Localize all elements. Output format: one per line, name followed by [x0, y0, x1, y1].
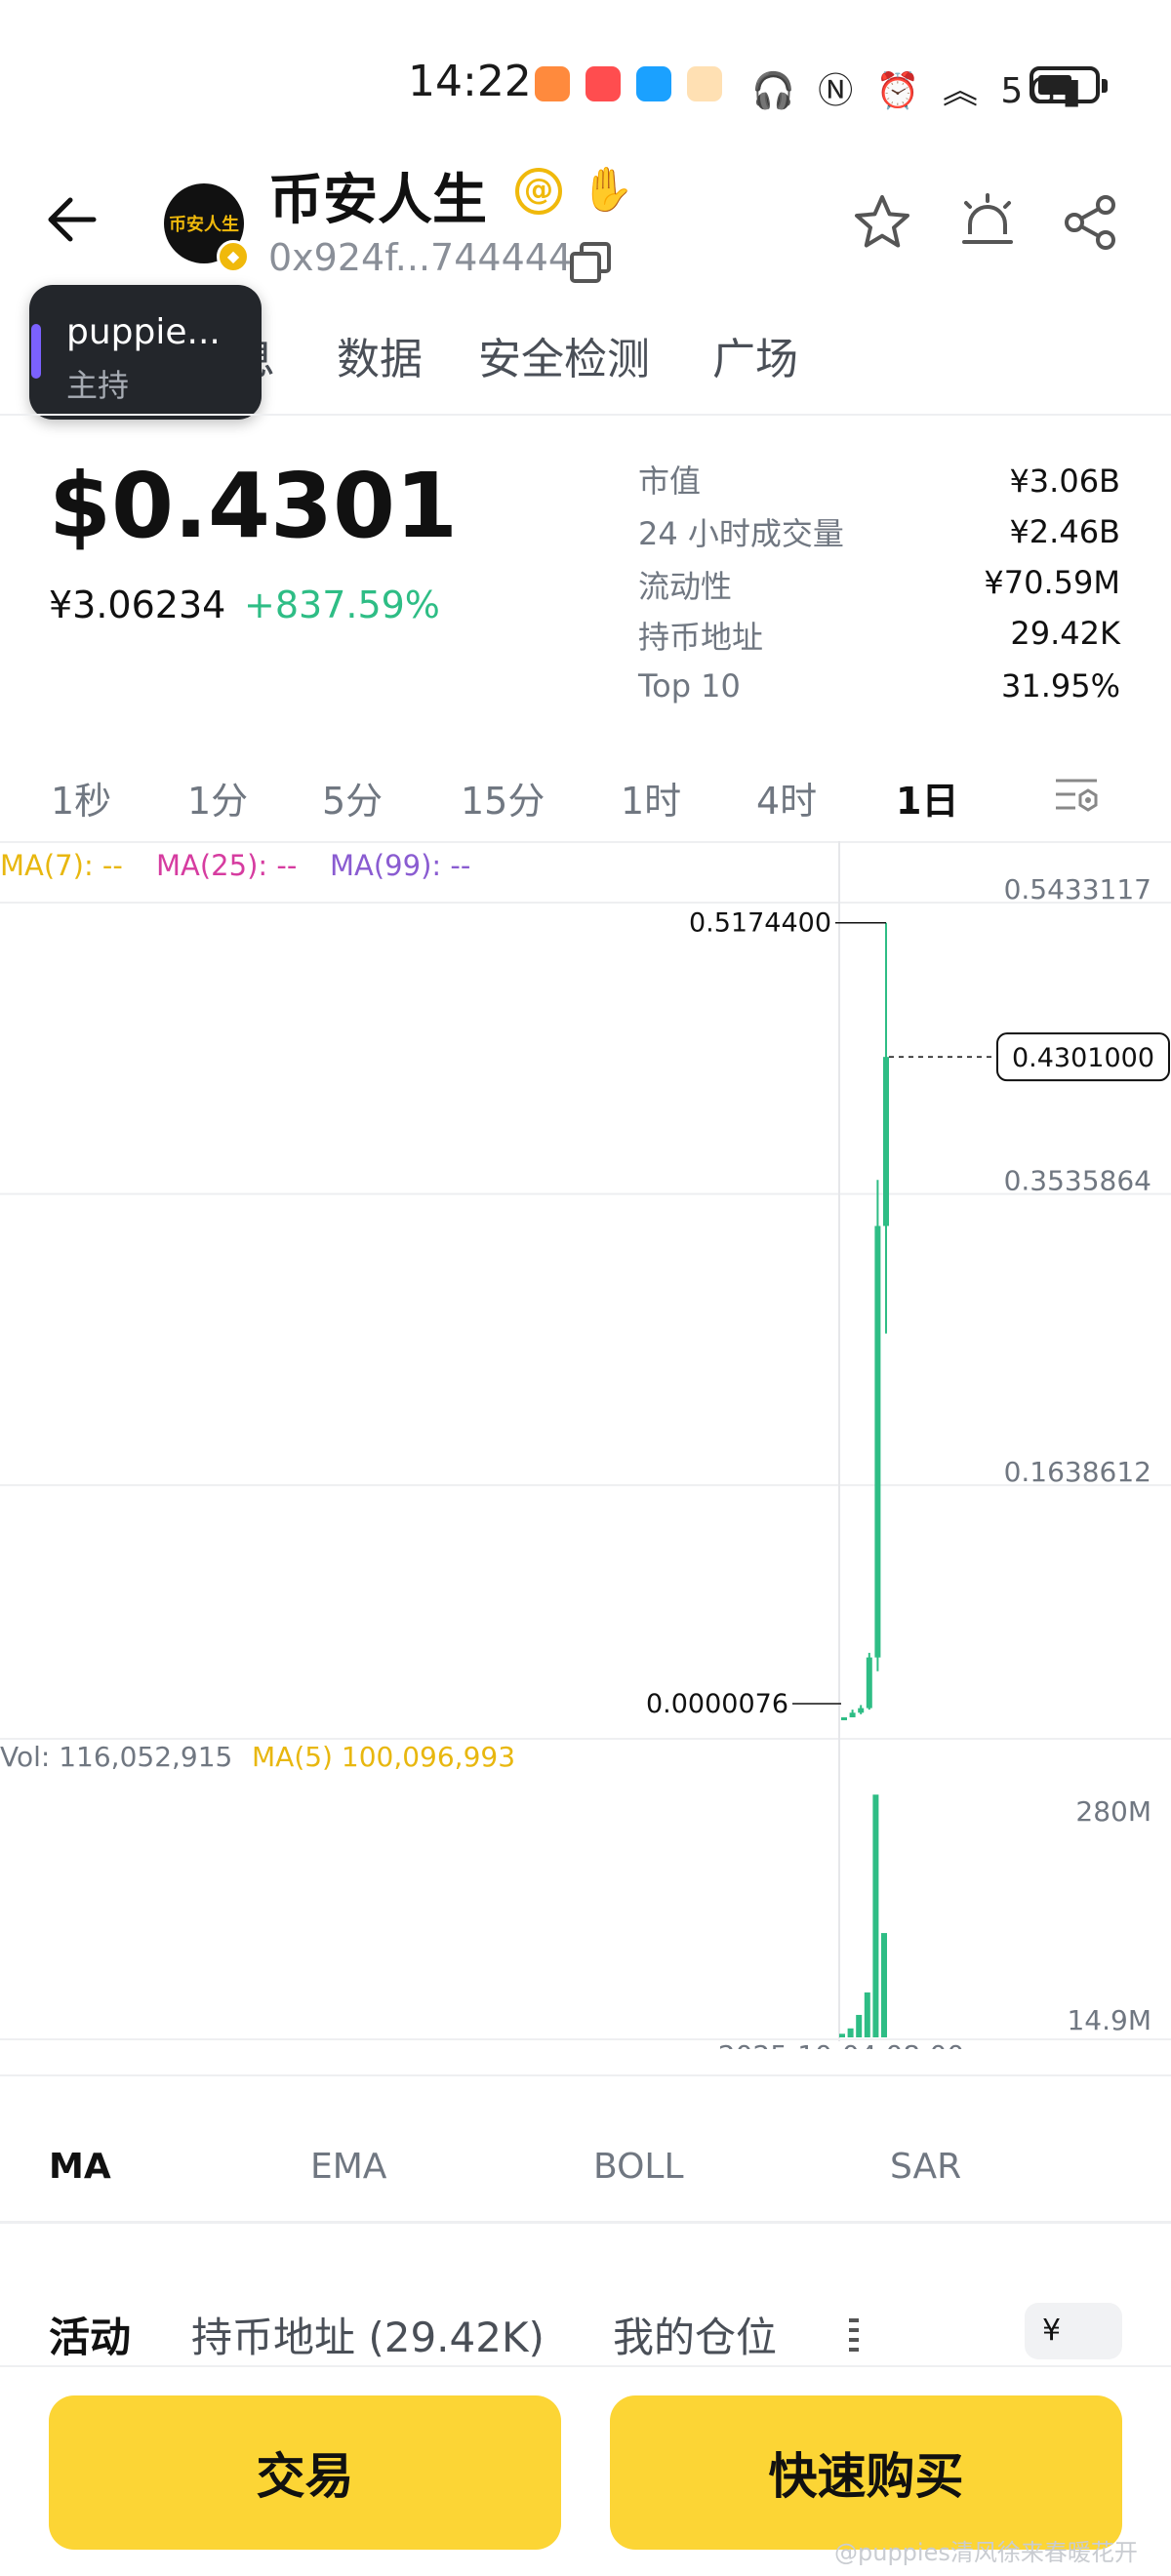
ma99-legend: MA(99): -- — [330, 849, 471, 882]
price-chart[interactable]: 0.5433117 0.3535864 0.1638612 0.5174400 0.00… — [0, 839, 1171, 2049]
tab-my-position[interactable]: 我的仓位 — [613, 2314, 778, 2361]
app-notification-icon — [535, 66, 570, 101]
stat-value-holders: 29.42K — [1010, 615, 1120, 652]
currency-toggle[interactable]: ¥ — [1025, 2303, 1122, 2359]
volume-bar — [872, 1794, 879, 2037]
live-indicator-bar — [31, 324, 41, 379]
divider — [0, 2365, 1171, 2367]
back-arrow-icon[interactable] — [39, 185, 107, 254]
divider — [0, 414, 1171, 416]
status-time: 14:22 — [408, 57, 532, 106]
indicator-ma[interactable]: MA — [49, 2147, 111, 2187]
volume-bar — [847, 2028, 854, 2037]
stat-label-market-cap: 市值 — [638, 463, 702, 500]
huawei-store-icon — [586, 66, 621, 101]
star-icon[interactable] — [851, 191, 913, 254]
stat-value-market-cap: ¥3.06B — [1009, 463, 1120, 500]
interval-1d[interactable]: 1日 — [896, 780, 959, 823]
divider — [0, 2074, 1171, 2076]
cny-price: ¥3.06234 — [49, 584, 226, 626]
candle[interactable] — [858, 1708, 865, 1713]
candle[interactable] — [883, 1057, 889, 1227]
volume-bar — [856, 2014, 863, 2037]
contract-address: 0x924f...744444 — [268, 236, 573, 279]
trade-button[interactable]: 交易 — [49, 2395, 561, 2550]
battery-icon — [1030, 66, 1108, 103]
ma25-legend: MA(25): -- — [156, 849, 298, 882]
volume-ma5-label: MA(5) 100,096,993 — [252, 1741, 516, 1773]
volume-tick-label: 14.9M — [1067, 2004, 1151, 2036]
low-price-label: 0.0000076 — [646, 1689, 788, 1719]
tab-square[interactable]: 广场 — [712, 335, 798, 384]
candle[interactable] — [874, 1226, 881, 1658]
tab-holders[interactable]: 持币地址 (29.42K) — [191, 2314, 545, 2361]
chart-settings-icon[interactable] — [1052, 771, 1101, 820]
system-status-icons: 🎧 Ⓝ ⏰ ︽ 5G▮ — [751, 71, 1088, 111]
tab-security-check[interactable]: 安全检测 — [478, 335, 650, 384]
tab-activity[interactable]: 活动 — [49, 2314, 132, 2361]
y-tick-label: 0.1638612 — [1004, 1456, 1151, 1488]
quick-buy-button[interactable]: 快速购买 — [610, 2395, 1122, 2550]
interval-15m[interactable]: 15分 — [461, 780, 545, 823]
stat-label-top10: Top 10 — [638, 667, 741, 704]
volume-label: Vol: 116,052,915 — [0, 1741, 233, 1773]
stat-value-volume: ¥2.46B — [1009, 513, 1120, 550]
y-tick-label: 0.5433117 — [1004, 873, 1151, 906]
token-name: 币安人生 — [268, 169, 487, 232]
stat-value-liquidity: ¥70.59M — [984, 564, 1120, 601]
copy-icon[interactable] — [568, 240, 613, 285]
interval-5m[interactable]: 5分 — [322, 780, 384, 823]
live-host-card[interactable] — [29, 285, 262, 420]
current-price-box — [996, 1032, 1170, 1082]
indicator-sar[interactable]: SAR — [890, 2147, 962, 2187]
interval-1s[interactable]: 1秒 — [51, 780, 112, 823]
message-icon — [636, 66, 671, 101]
indicator-ema[interactable]: EMA — [310, 2147, 387, 2187]
at-mention-icon[interactable]: @ — [515, 168, 562, 215]
candle[interactable] — [849, 1712, 856, 1717]
volume-tick-label: 280M — [1075, 1795, 1151, 1828]
price-alert-icon[interactable] — [956, 191, 1019, 254]
live-host-role: 主持 — [66, 367, 130, 404]
x-axis-label: 2025-10-04 08:00 — [718, 2039, 964, 2049]
hand-wave-icon: ✋ — [581, 165, 634, 215]
interval-1m[interactable]: 1分 — [187, 780, 249, 823]
stat-label-liquidity: 流动性 — [638, 568, 733, 605]
share-icon[interactable] — [1059, 191, 1121, 254]
watermark: @puppies清风徐来春暖花开 — [834, 2539, 1138, 2566]
app-notification-icon — [687, 66, 722, 101]
interval-1h[interactable]: 1时 — [621, 780, 682, 823]
live-host-name: puppie... — [66, 312, 221, 352]
divider — [0, 2221, 1171, 2224]
stat-label-volume: 24 小时成交量 — [638, 515, 844, 552]
candle[interactable] — [841, 1716, 847, 1720]
stat-label-holders: 持币地址 — [638, 619, 764, 656]
ma7-legend: MA(7): -- — [0, 849, 123, 882]
volume-bar — [881, 1933, 887, 2037]
divider — [0, 841, 1171, 843]
interval-4h[interactable]: 4时 — [756, 780, 818, 823]
current-price-label: 0.4301000 — [1012, 1043, 1154, 1073]
high-price-label: 0.5174400 — [689, 908, 831, 939]
tab-data[interactable]: 数据 — [337, 335, 423, 384]
more-tabs-icon[interactable] — [847, 2314, 861, 2355]
stat-value-top10: 31.95% — [1000, 667, 1120, 704]
y-tick-label: 0.3535864 — [1004, 1165, 1151, 1197]
candle[interactable] — [866, 1657, 872, 1709]
indicator-boll[interactable]: BOLL — [593, 2147, 684, 2187]
usd-price: $0.4301 — [49, 454, 459, 558]
volume-bar — [839, 2033, 845, 2037]
volume-bar — [864, 1992, 870, 2037]
price-change: +837.59% — [244, 584, 440, 626]
bnb-chain-badge-icon: ◆ — [217, 240, 250, 273]
